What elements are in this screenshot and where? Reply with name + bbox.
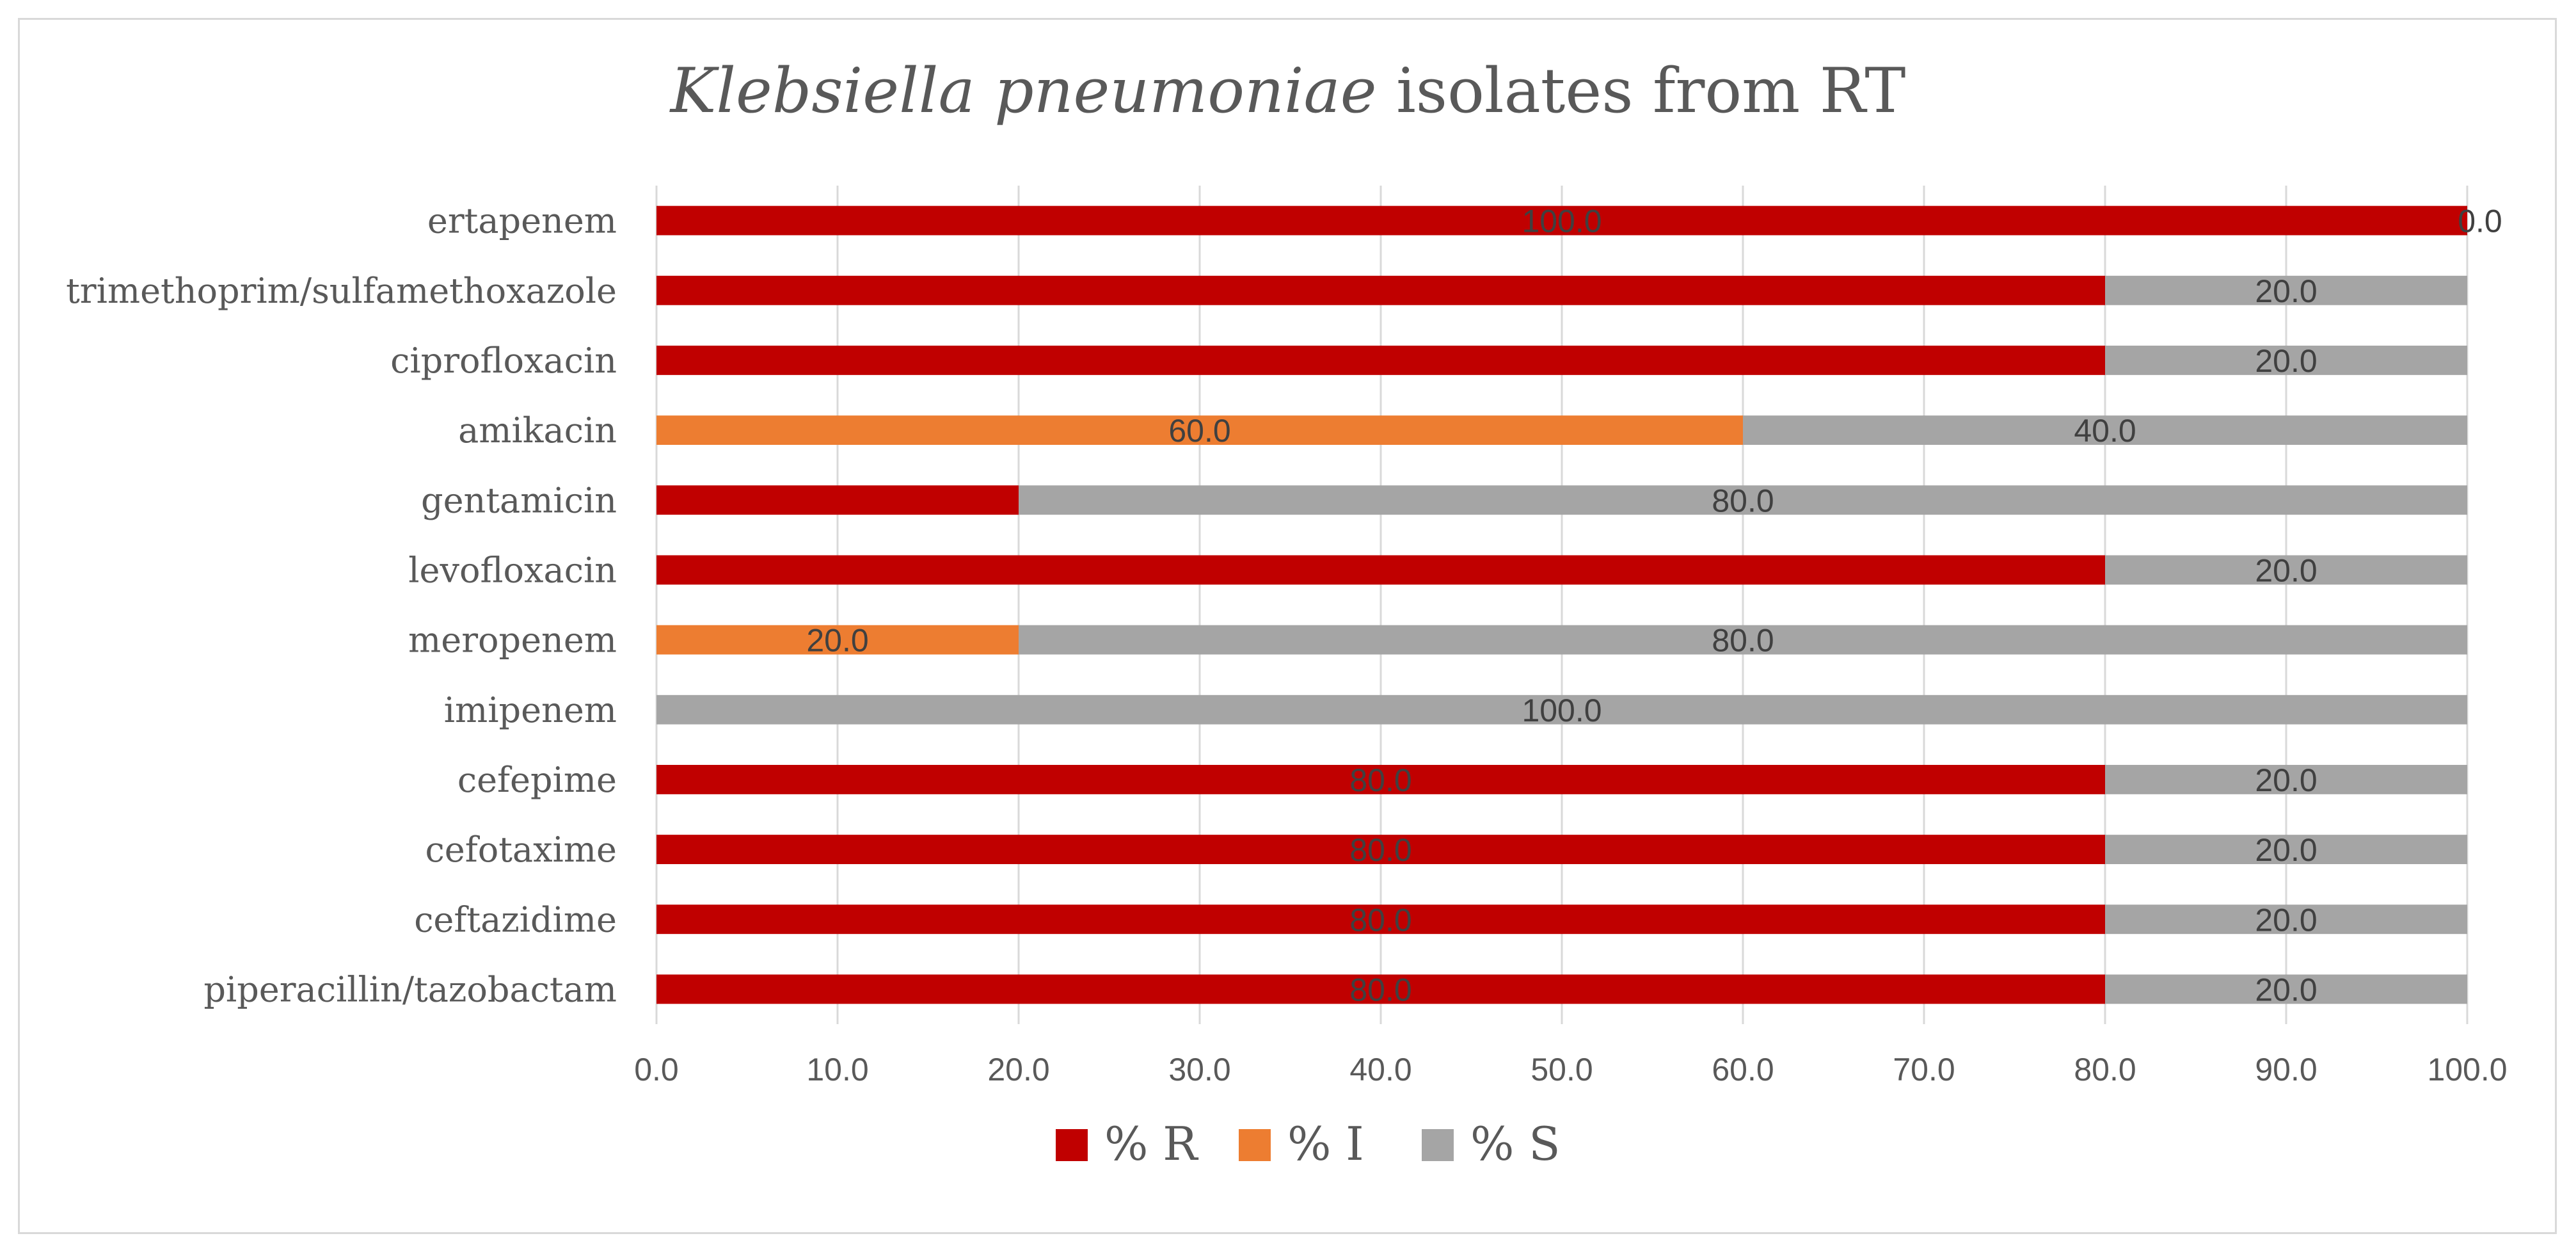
data-label: 20.0 (2255, 972, 2317, 1007)
x-tick-label: 50.0 (1530, 1052, 1593, 1087)
x-tick-label: 0.0 (634, 1052, 679, 1087)
data-label: 80.0 (1349, 762, 1411, 798)
legend-label: % S (1470, 1117, 1561, 1171)
bar-s (2105, 275, 2467, 305)
data-label: 20.0 (806, 623, 868, 659)
bar-i (656, 625, 1019, 655)
category-label: gentamicin (421, 480, 617, 520)
bar-s (1019, 485, 2467, 515)
data-label: 80.0 (1712, 483, 1774, 518)
bar-r (656, 764, 2105, 794)
category-label: cefotaxime (425, 830, 617, 870)
bar-r (656, 275, 2105, 305)
category-label: ciprofloxacin (390, 341, 617, 381)
data-label: 80.0 (1349, 972, 1411, 1007)
legend-label: % I (1287, 1117, 1364, 1171)
legend: % R % I % S (1056, 1117, 1561, 1171)
bar-s (2105, 835, 2467, 865)
x-tick-label: 70.0 (1893, 1052, 1955, 1087)
data-labels: 100.0 0.0 20.0 20.0 60.0 40.0 80.0 20.0 20.0 80.0… (806, 204, 2502, 1008)
bar-r (656, 345, 2105, 375)
data-label: 20.0 (2255, 832, 2317, 868)
data-label: 40.0 (2074, 413, 2136, 449)
bar-s (2105, 904, 2467, 935)
data-label: 80.0 (1349, 902, 1411, 938)
data-label: 20.0 (2255, 343, 2317, 379)
bar-r (656, 485, 1019, 515)
legend-swatch-i (1239, 1129, 1271, 1161)
legend-swatch-r (1056, 1129, 1088, 1161)
x-tick-label: 90.0 (2255, 1052, 2317, 1087)
bar-r (656, 974, 2105, 1004)
category-label: trimethoprim/sulfamethoxazole (66, 271, 617, 311)
category-label: ceftazidime (414, 899, 617, 940)
legend-label: % R (1104, 1117, 1198, 1171)
x-tick-label: 40.0 (1349, 1052, 1411, 1087)
bar-s (1019, 625, 2467, 655)
bar-r (656, 205, 2467, 236)
bars (656, 205, 2467, 1004)
data-label: 100.0 (1522, 204, 1602, 239)
x-tick-labels: 0.0 10.0 20.0 30.0 40.0 50.0 60.0 70.0 80.0 90.0 1… (634, 1052, 2507, 1087)
x-tick-label: 20.0 (987, 1052, 1049, 1087)
bar-s (2105, 764, 2467, 794)
bar-s (2105, 555, 2467, 585)
data-label: 80.0 (1712, 623, 1774, 659)
category-label: levofloxacin (408, 550, 617, 590)
chart-title: Klebsiella pneumoniae isolates from RT (669, 55, 1906, 127)
x-tick-label: 10.0 (806, 1052, 868, 1087)
bar-r (656, 904, 2105, 935)
gridlines (655, 186, 2469, 1024)
data-label: 20.0 (2255, 552, 2317, 588)
data-label: 0.0 (2458, 204, 2502, 239)
category-label: piperacillin/tazobactam (203, 969, 617, 1009)
category-label: cefepime (457, 760, 617, 800)
data-label: 20.0 (2255, 273, 2317, 309)
data-label: 60.0 (1168, 413, 1230, 449)
category-label: imipenem (444, 690, 617, 730)
bar-s (1743, 415, 2467, 445)
x-tick-label: 60.0 (1712, 1052, 1774, 1087)
bar-r (656, 555, 2105, 585)
category-label: ertapenem (427, 201, 617, 241)
category-label: meropenem (408, 620, 617, 661)
category-labels: ertapenem trimethoprim/sulfamethoxazole ci… (66, 201, 617, 1010)
category-label: amikacin (458, 410, 617, 451)
bar-r (656, 835, 2105, 865)
data-label: 20.0 (2255, 902, 2317, 938)
data-label: 20.0 (2255, 762, 2317, 798)
x-tick-label: 30.0 (1168, 1052, 1230, 1087)
x-tick-label: 100.0 (2427, 1052, 2507, 1087)
bar-s (2105, 345, 2467, 375)
bar-i (656, 415, 1743, 445)
data-label: 100.0 (1522, 693, 1602, 728)
bar-s (656, 694, 2467, 725)
legend-swatch-s (1422, 1129, 1454, 1161)
data-label: 80.0 (1349, 832, 1411, 868)
bar-s (2105, 974, 2467, 1004)
x-tick-label: 80.0 (2074, 1052, 2136, 1087)
